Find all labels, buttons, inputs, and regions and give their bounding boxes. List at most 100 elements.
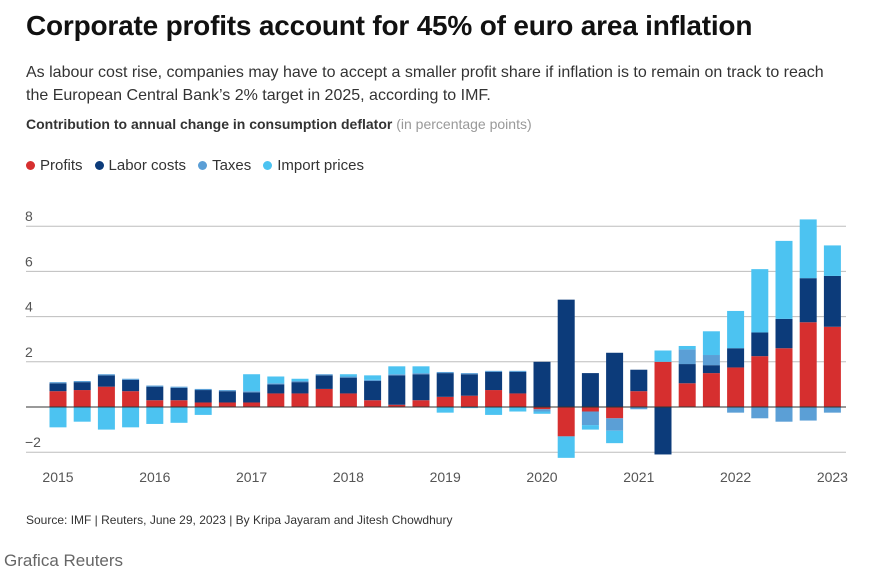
bar-taxes: 2016Q3 Taxes: 0.05 [194,388,212,391]
bar-taxes: 2022Q1 Taxes: -0.25 [727,407,745,413]
y-tick-label: 8 [25,208,33,224]
bar-labor-costs: 2015Q3 Labor costs: 0.5 [97,375,115,387]
bar-profits: 2016Q4 Profits: 0.2 [218,402,236,407]
source-note: Source: IMF | Reuters, June 29, 2023 | B… [26,513,453,527]
bar-import-prices: 2016Q1 Import prices: -0.75 [146,407,164,424]
bar-profits: 2021Q3 Profits: 1.05 [678,383,696,407]
legend-dot-icon [94,161,104,170]
bar-labor-costs: 2021Q4 Labor costs: 0.35 [702,365,720,374]
bar-labor-costs: 2021Q2 Labor costs: -2.1 [654,407,672,455]
bar-taxes: 2017Q3 Taxes: 0.05 [291,381,309,383]
chart-title: Corporate profits account for 45% of eur… [26,10,753,41]
bar-labor-costs: 2019Q4 Labor costs: 0.95 [509,371,527,394]
bar-labor-costs: 2019Q1 Labor costs: 1.05 [436,373,454,397]
bar-labor-costs: 2018Q1 Labor costs: 0.7 [339,377,357,394]
legend-item-profits: Profits [26,157,83,174]
bar-import-prices: 2019Q2 Import prices: -0.05 [460,407,478,409]
bar-labor-costs: 2017Q1 Labor costs: 0.45 [243,392,261,403]
x-tick-label: 2020 [526,469,557,485]
bar-taxes: 2016Q4 Taxes: 0.05 [218,390,236,392]
x-tick-label: 2021 [623,469,654,485]
x-axis-ticks: 2015 2016 2017 2018 2019 2020 2021 2022 2023 [42,469,848,485]
bar-import-prices: 2018Q1 Import prices: 0.1 [339,374,357,377]
bar-profits: 2021Q4 Profits: 1.5 [702,373,720,407]
bar-import-prices: 2022Q1 Import prices: 1.65 [727,310,745,349]
bar-import-prices: 2015Q1 Import prices: -0.9 [49,407,67,428]
bar-labor-costs: 2022Q3 Labor costs: 1.3 [775,318,793,349]
bar-labor-costs: 2017Q4 Labor costs: 0.6 [315,375,333,389]
bar-taxes: 2015Q2 Taxes: 0.05 [73,381,91,383]
legend-label: Labor costs [108,157,187,174]
bar-import-prices: 2016Q3 Import prices: -0.35 [194,407,212,415]
bar-labor-costs: 2020Q2 Labor costs: 4.75 [557,299,575,407]
bar-taxes: 2019Q4 Taxes: 0.05 [509,370,527,372]
bar-profits: 2022Q2 Profits: 2.25 [751,356,769,407]
bar-profits: 2020Q1 Profits: -0.1 [533,407,551,410]
bar-taxes: 2019Q3 Taxes: 0.05 [485,370,503,372]
y-tick-label: −2 [25,434,41,450]
bar-import-prices: 2018Q3 Import prices: 0.35 [388,366,406,375]
bar-profits: 2022Q3 Profits: 2.6 [775,348,793,407]
bar-taxes: 2015Q1 Taxes: 0.05 [49,382,67,384]
bar-taxes: 2016Q2 Taxes: 0.05 [170,386,188,388]
bar-profits: 2015Q1 Profits: 0.7 [49,391,67,407]
bar-import-prices: 2020Q1 Import prices: -0.1 [533,411,551,414]
bar-labor-costs: 2018Q3 Labor costs: 1.3 [388,375,406,405]
bar-profits: 2017Q2 Profits: 0.6 [267,393,285,407]
bar-profits: 2018Q4 Profits: 0.3 [412,400,430,407]
bar-taxes: 2017Q4 Taxes: 0.05 [315,374,333,376]
bar-labor-costs: 2022Q1 Labor costs: 0.85 [727,348,745,368]
bar-labor-costs: 2019Q3 Labor costs: 0.8 [485,371,503,391]
bar-import-prices: 2020Q3 Import prices: -0.2 [581,425,599,430]
bar-profits: 2022Q4 Profits: 3.75 [799,322,817,407]
x-tick-label: 2022 [720,469,751,485]
bar-labor-costs: 2021Q3 Labor costs: 0.85 [678,364,696,384]
bar-profits: 2018Q2 Profits: 0.3 [364,400,382,407]
bar-taxes: 2021Q1 Taxes: -0.1 [630,407,648,410]
bar-import-prices: 2022Q3 Import prices: 3.45 [775,240,793,319]
bar-profits: 2023Q1 Profits: 3.55 [823,326,841,407]
bar-profits: 2015Q2 Profits: 0.75 [73,390,91,407]
bar-taxes: 2018Q1 Taxes: 0.05 [339,376,357,378]
bar-import-prices: 2019Q3 Import prices: -0.35 [485,407,503,415]
bar-taxes: 2017Q2 Taxes: 0.05 [267,383,285,385]
bar-import-prices: 2020Q4 Import prices: -0.55 [606,430,624,444]
bar-taxes: 2022Q2 Taxes: -0.5 [751,407,769,419]
bar-import-prices: 2017Q1 Import prices: 0.75 [243,374,261,392]
bar-labor-costs: 2019Q2 Labor costs: 0.95 [460,374,478,396]
legend-label: Profits [40,157,83,174]
y-axis-ticks: −2 2 4 6 8 [25,208,41,450]
bar-labor-costs: 2016Q1 Labor costs: 0.6 [146,386,164,401]
bar-profits: 2021Q2 Profits: 2 [654,361,672,407]
bar-taxes: 2016Q1 Taxes: 0.05 [146,385,164,387]
bar-import-prices: 2022Q2 Import prices: 2.8 [751,269,769,333]
legend-item-taxes: Taxes [198,157,251,174]
bar-taxes: 2021Q4 Taxes: 0.45 [702,355,720,366]
bar-profits: 2019Q4 Profits: 0.6 [509,393,527,407]
bar-profits: 2017Q3 Profits: 0.6 [291,393,309,407]
bar-taxes: 2017Q1 Taxes: 0.05 [243,391,261,393]
bar-import-prices: 2021Q2 Import prices: 0.5 [654,350,672,362]
y-tick-label: 4 [25,299,33,315]
bar-labor-costs: 2022Q4 Labor costs: 1.95 [799,278,817,323]
bar-labor-costs: 2021Q1 Labor costs: 0.95 [630,369,648,392]
bars: 2015Q1 Profits: 0.72015Q1 Labor costs: 0… [26,219,846,458]
bar-taxes: 2015Q4 Taxes: 0.05 [122,378,140,380]
bar-labor-costs: 2020Q3 Labor costs: 1.5 [581,373,599,407]
bar-import-prices: 2019Q4 Import prices: -0.2 [509,407,527,412]
bar-labor-costs: 2015Q1 Labor costs: 0.35 [49,383,67,392]
bar-labor-costs: 2015Q2 Labor costs: 0.35 [73,382,91,391]
bar-labor-costs: 2017Q3 Labor costs: 0.5 [291,382,309,394]
bar-labor-costs: 2018Q2 Labor costs: 0.85 [364,381,382,401]
bar-profits: 2017Q4 Profits: 0.8 [315,388,333,407]
bar-import-prices: 2022Q4 Import prices: 2.6 [799,219,817,279]
x-tick-label: 2023 [817,469,848,485]
legend-dot-icon [198,161,208,170]
bar-import-prices: 2021Q3 Import prices: 0.15 [678,345,696,350]
chart-subtitle: As labour cost rise, companies may have … [26,64,824,104]
bar-labor-costs: 2017Q2 Labor costs: 0.4 [267,384,285,394]
bar-taxes: 2015Q3 Taxes: 0.05 [97,374,115,376]
bar-import-prices: 2020Q2 Import prices: -0.95 [557,436,575,458]
legend-dot-icon [263,161,273,170]
bar-labor-costs: 2020Q4 Labor costs: 2.4 [606,352,624,407]
